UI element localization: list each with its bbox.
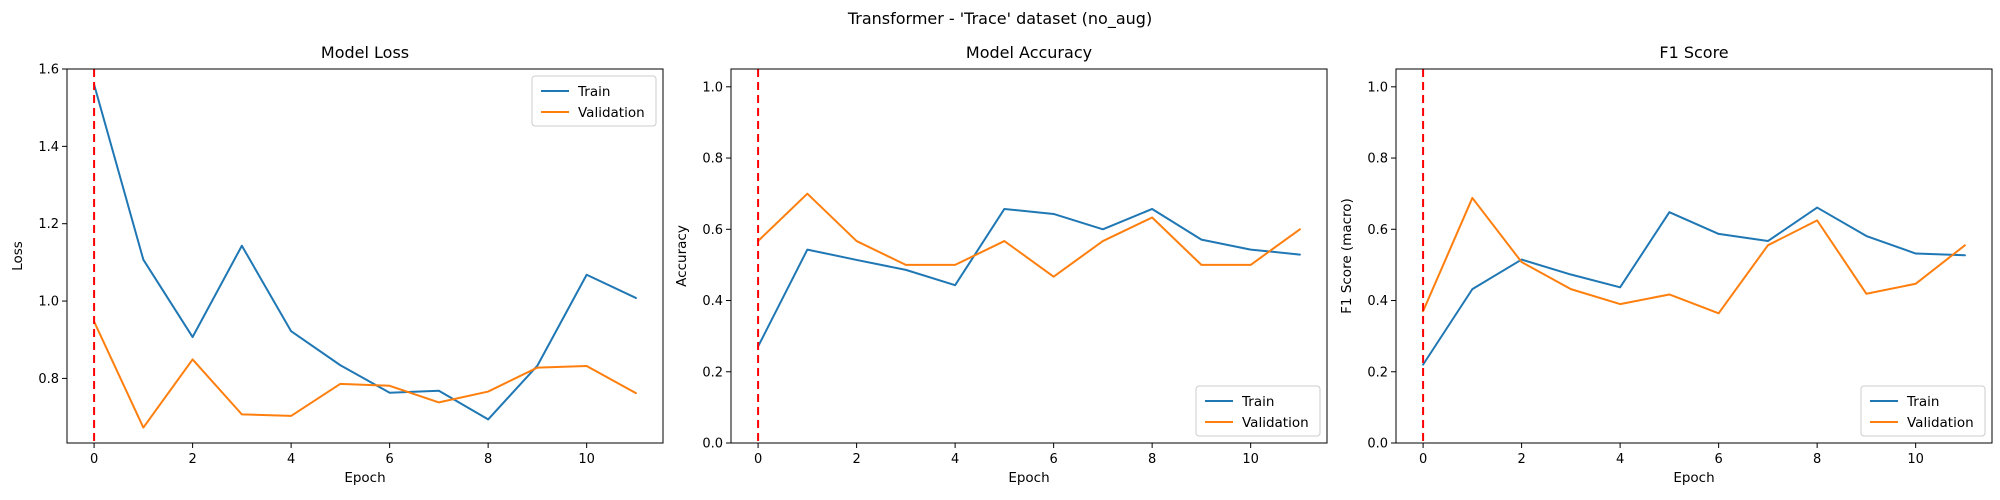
x-axis-label: Epoch	[344, 470, 385, 486]
x-tick-label: 8	[484, 452, 492, 467]
x-tick-label: 2	[188, 452, 196, 467]
legend-label: Train	[1906, 394, 1939, 410]
y-axis-label: Accuracy	[674, 225, 690, 287]
x-tick-label: 6	[1714, 452, 1722, 467]
series-line-train	[1422, 206, 1966, 366]
legend-box	[1860, 385, 1986, 437]
series-line-validation	[757, 192, 1301, 278]
x-tick-label: 10	[1242, 452, 1259, 467]
legend-label: Validation	[1242, 415, 1309, 431]
series-line-validation	[1422, 196, 1966, 315]
y-tick-label: 0.8	[702, 152, 723, 167]
y-tick-label: 0.8	[1367, 152, 1388, 167]
x-tick-label: 4	[287, 452, 295, 467]
x-tick-label: 4	[1616, 452, 1624, 467]
y-tick-label: 0.0	[702, 437, 723, 452]
legend-label: Validation	[1907, 415, 1974, 431]
x-tick-label: 2	[1517, 452, 1525, 467]
chart-panel-3: F1 Score 0 2 4 6 8 10 0.0 0.2 0.4 0.6 0.8 1.0 Epoch F1…	[1339, 43, 1993, 486]
x-tick-label: 0	[754, 452, 762, 467]
legend-label: Train	[577, 84, 610, 100]
chart-title: F1 Score	[1659, 43, 1728, 62]
x-tick-label: 8	[1148, 452, 1156, 467]
legend: Train Validation	[1195, 385, 1321, 437]
x-axis-label: Epoch	[1673, 470, 1714, 486]
axes-frame	[66, 68, 664, 444]
y-tick-label: 1.0	[702, 80, 723, 95]
panels: Model Loss 0 2 4 6 8 10 0.8 1.0 1.2 1.4 1.6 Epoch Los…	[10, 43, 1993, 486]
axes-frame	[730, 68, 1328, 444]
legend-box	[1195, 385, 1321, 437]
x-tick-label: 10	[1907, 452, 1924, 467]
x-tick-label: 10	[578, 452, 595, 467]
chart-title: Model Loss	[321, 43, 409, 62]
x-tick-label: 0	[1419, 452, 1427, 467]
y-tick-label: 1.2	[38, 217, 59, 232]
y-tick-label: 0.2	[1367, 365, 1388, 380]
y-tick-label: 0.8	[38, 372, 59, 387]
y-tick-label: 0.4	[702, 294, 723, 309]
legend-label: Validation	[578, 105, 645, 121]
x-tick-label: 4	[951, 452, 959, 467]
legend-label: Train	[1241, 394, 1274, 410]
series-line-validation	[93, 320, 637, 429]
series-line-train	[757, 207, 1301, 348]
y-tick-label: 0.0	[1367, 437, 1388, 452]
y-tick-label: 0.2	[702, 365, 723, 380]
y-tick-label: 0.6	[1367, 223, 1388, 238]
y-tick-label: 1.0	[1367, 80, 1388, 95]
x-tick-label: 0	[90, 452, 98, 467]
y-tick-label: 1.4	[38, 140, 59, 155]
figure-suptitle: Transformer - 'Trace' dataset (no_aug)	[847, 9, 1152, 29]
x-tick-label: 6	[385, 452, 393, 467]
y-axis-label: F1 Score (macro)	[1339, 198, 1355, 314]
chart-title: Model Accuracy	[966, 43, 1092, 62]
x-tick-label: 6	[1049, 452, 1057, 467]
legend: Train Validation	[1860, 385, 1986, 437]
legend-box	[531, 75, 657, 127]
y-tick-label: 1.0	[38, 295, 59, 310]
x-tick-label: 8	[1813, 452, 1821, 467]
chart-panel-2: Model Accuracy 0 2 4 6 8 10 0.0 0.2 0.4 0.6 0.8 1.0 E…	[674, 43, 1328, 486]
axes-frame	[1395, 68, 1993, 444]
series-line-train	[93, 83, 637, 421]
y-tick-label: 1.6	[38, 63, 59, 78]
chart-panel-1: Model Loss 0 2 4 6 8 10 0.8 1.0 1.2 1.4 1.6 Epoch Los…	[10, 43, 664, 486]
x-tick-label: 2	[852, 452, 860, 467]
y-tick-label: 0.6	[702, 223, 723, 238]
y-axis-label: Loss	[10, 241, 26, 271]
y-tick-label: 0.4	[1367, 294, 1388, 309]
x-axis-label: Epoch	[1008, 470, 1049, 486]
legend: Train Validation	[531, 75, 657, 127]
